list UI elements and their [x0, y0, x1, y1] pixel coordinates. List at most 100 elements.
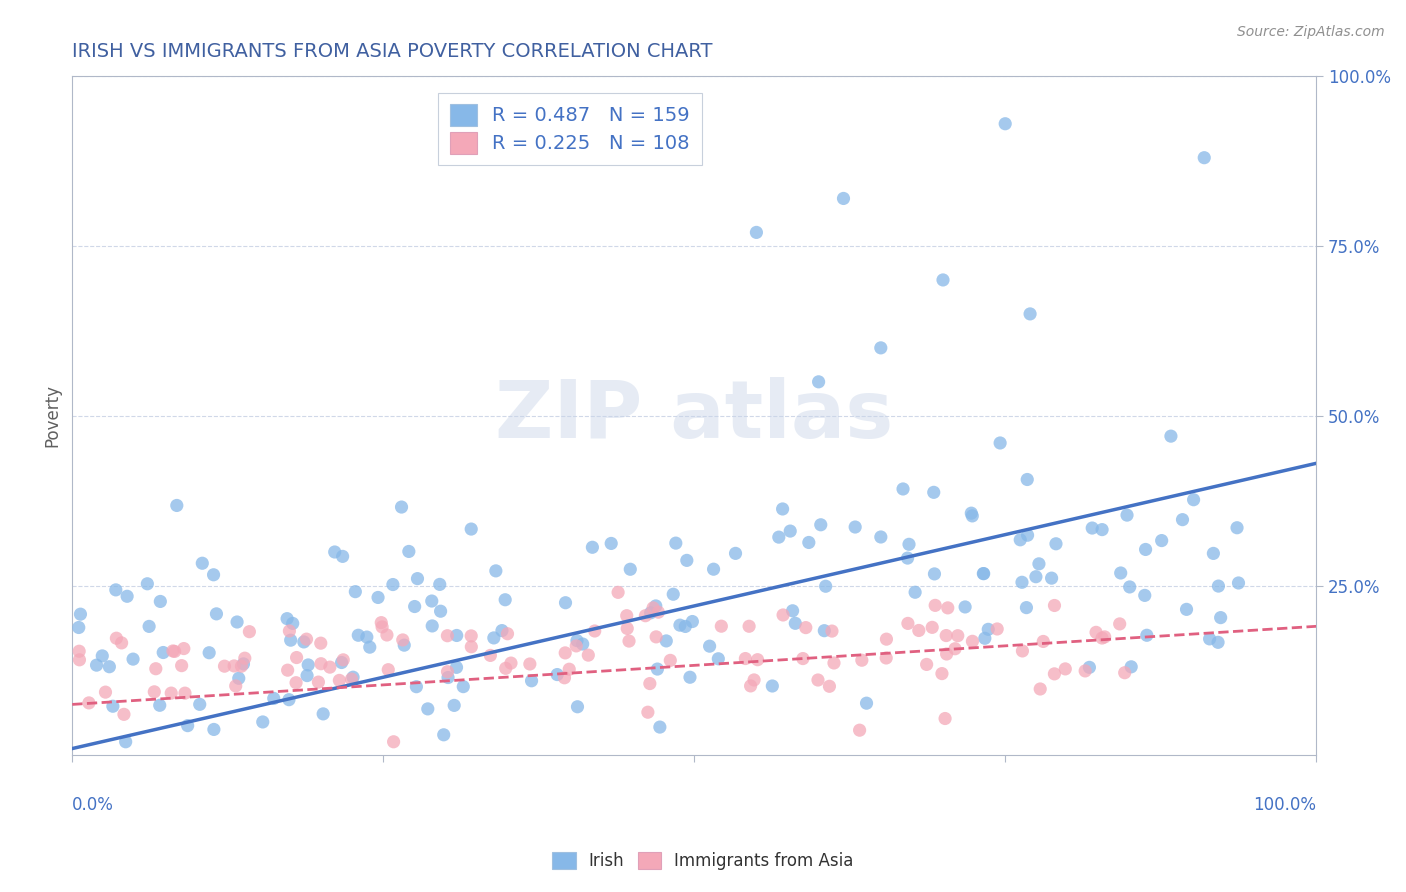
Point: [814, 579, 837, 593]
Point: [643, 600, 665, 615]
Point: [855, 696, 877, 710]
Point: [707, 652, 730, 666]
Point: [232, 657, 254, 671]
Point: [149, 594, 172, 608]
Point: [136, 576, 159, 591]
Point: [813, 624, 835, 638]
Text: ZIP atlas: ZIP atlas: [495, 376, 893, 455]
Point: [285, 675, 308, 690]
Point: [832, 191, 855, 205]
Point: [1019, 307, 1042, 321]
Point: [482, 631, 505, 645]
Point: [640, 606, 662, 620]
Point: [145, 662, 167, 676]
Point: [619, 562, 641, 576]
Point: [344, 584, 367, 599]
Point: [1017, 473, 1039, 487]
Point: [986, 622, 1008, 636]
Point: [779, 524, 801, 538]
Point: [67, 644, 90, 658]
Point: [869, 530, 891, 544]
Point: [1135, 542, 1157, 557]
Point: [67, 620, 90, 634]
Point: [162, 644, 184, 658]
Point: [332, 549, 354, 564]
Point: [898, 537, 921, 551]
Point: [794, 621, 817, 635]
Text: 100.0%: 100.0%: [1253, 796, 1316, 814]
Point: [105, 631, 128, 645]
Point: [922, 485, 945, 500]
Point: [1206, 635, 1229, 649]
Point: [1085, 625, 1108, 640]
Point: [747, 653, 769, 667]
Point: [1227, 576, 1250, 591]
Point: [1192, 151, 1215, 165]
Point: [295, 632, 318, 647]
Point: [1011, 644, 1033, 658]
Point: [565, 639, 588, 653]
Point: [875, 632, 897, 647]
Point: [160, 686, 183, 700]
Point: [869, 341, 891, 355]
Point: [278, 624, 301, 638]
Point: [1032, 634, 1054, 648]
Point: [214, 659, 236, 673]
Point: [460, 522, 482, 536]
Point: [807, 375, 830, 389]
Point: [1109, 566, 1132, 580]
Point: [943, 641, 966, 656]
Point: [673, 619, 696, 633]
Point: [1091, 523, 1114, 537]
Point: [645, 630, 668, 644]
Point: [1025, 570, 1047, 584]
Point: [340, 672, 363, 686]
Point: [436, 629, 458, 643]
Point: [292, 635, 315, 649]
Legend: R = 0.487   N = 159, R = 0.225   N = 108: R = 0.487 N = 159, R = 0.225 N = 108: [437, 93, 702, 165]
Point: [936, 600, 959, 615]
Point: [807, 673, 830, 687]
Y-axis label: Poverty: Poverty: [44, 384, 60, 447]
Point: [1078, 660, 1101, 674]
Point: [437, 671, 460, 685]
Point: [977, 623, 1000, 637]
Point: [382, 735, 405, 749]
Point: [122, 652, 145, 666]
Point: [1081, 521, 1104, 535]
Point: [710, 619, 733, 633]
Point: [1150, 533, 1173, 548]
Point: [565, 633, 588, 648]
Point: [405, 680, 427, 694]
Point: [973, 566, 995, 581]
Point: [648, 720, 671, 734]
Point: [69, 653, 91, 667]
Point: [896, 551, 918, 566]
Point: [851, 653, 873, 667]
Point: [1108, 616, 1130, 631]
Point: [810, 517, 832, 532]
Point: [904, 585, 927, 599]
Point: [908, 624, 931, 638]
Point: [785, 616, 807, 631]
Point: [309, 636, 332, 650]
Point: [934, 712, 956, 726]
Point: [307, 675, 329, 690]
Point: [191, 556, 214, 570]
Point: [554, 596, 576, 610]
Point: [1226, 521, 1249, 535]
Point: [761, 679, 783, 693]
Point: [848, 723, 870, 738]
Point: [312, 706, 335, 721]
Point: [679, 670, 702, 684]
Point: [616, 608, 638, 623]
Point: [699, 639, 721, 653]
Point: [792, 651, 814, 665]
Point: [924, 599, 946, 613]
Point: [897, 616, 920, 631]
Point: [198, 646, 221, 660]
Point: [742, 673, 765, 687]
Point: [1028, 557, 1050, 571]
Point: [149, 698, 172, 713]
Point: [821, 624, 844, 638]
